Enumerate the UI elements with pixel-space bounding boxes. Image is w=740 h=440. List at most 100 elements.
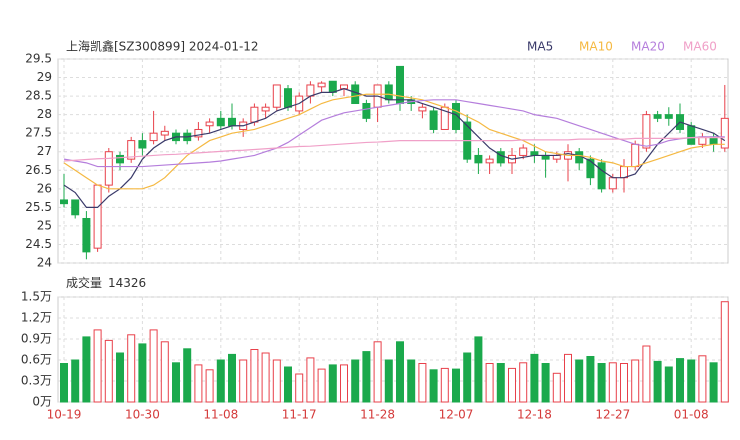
volume-bar: [93, 329, 102, 403]
candle-body: [149, 132, 158, 142]
y-tick-label: 28: [37, 107, 52, 121]
candle-body: [216, 117, 225, 127]
volume-bar: [440, 367, 449, 403]
volume-bar: [82, 336, 91, 403]
volume-bar: [474, 336, 483, 403]
candle-body: [93, 184, 102, 249]
legend-label: MA5: [527, 40, 553, 54]
chart-title: 上海凯鑫[SZ300899] 2024-01-12: [66, 39, 259, 54]
ma-line: [63, 137, 725, 162]
candle-body: [474, 154, 483, 164]
candle-body: [82, 217, 91, 253]
volume-bar: [71, 359, 80, 403]
volume-bar: [653, 360, 662, 403]
volume-bar: [127, 334, 136, 403]
candle-body: [687, 125, 696, 145]
y-tick-label: 26.5: [25, 163, 52, 177]
x-tick-label: 12-27: [595, 408, 630, 422]
candle-body: [485, 158, 494, 164]
candle-body: [608, 177, 617, 190]
candle-body: [586, 158, 595, 179]
volume-bar: [116, 352, 124, 403]
volume-bar: [373, 341, 382, 403]
candle-body: [228, 117, 236, 127]
volume-bar: [620, 363, 628, 403]
candle-body: [418, 106, 427, 112]
x-tick-label: 11-28: [360, 408, 395, 422]
volume-bar: [642, 345, 651, 403]
candle-body: [138, 140, 147, 149]
volume-bar: [183, 348, 192, 403]
volume-bar: [418, 363, 427, 403]
legend-label: MA20: [631, 40, 665, 54]
candle-body: [317, 82, 326, 88]
y-tick-label: 25: [37, 218, 52, 232]
volume-bar: [608, 362, 617, 403]
x-tick-label: 11-08: [203, 408, 238, 422]
volume-bar: [552, 372, 561, 403]
candle-body: [429, 110, 438, 130]
volume-bar: [664, 366, 673, 403]
candle-body: [519, 147, 528, 156]
volume-bar: [306, 357, 315, 403]
volume-bar: [541, 363, 550, 403]
candle-body: [384, 84, 393, 101]
y-tick-label: 0.9万: [21, 332, 52, 346]
candle-body: [306, 84, 315, 97]
volume-bar: [597, 363, 606, 403]
y-tick-label: 0万: [32, 395, 52, 409]
y-tick-label: 27.5: [25, 126, 52, 140]
candle-body: [160, 130, 169, 136]
x-tick-label: 01-08: [674, 408, 709, 422]
ma-line: [63, 99, 725, 168]
y-tick-label: 29.5: [25, 52, 52, 66]
candle-body: [362, 103, 371, 119]
price-frame: [57, 58, 729, 264]
volume-bar: [687, 359, 696, 403]
y-tick-label: 0.6万: [21, 353, 52, 367]
volume-bar: [586, 356, 595, 403]
candle-body: [250, 106, 259, 123]
y-tick-label: 0.3万: [21, 374, 52, 388]
candle-body: [328, 80, 337, 93]
volume-bar: [138, 343, 147, 403]
volume-bar: [508, 367, 516, 403]
y-tick-label: 25.5: [25, 200, 52, 214]
x-tick-label: 12-18: [517, 408, 552, 422]
candle-body: [597, 162, 606, 190]
y-tick-label: 27: [37, 144, 52, 158]
legend-label: MA60: [683, 40, 717, 54]
y-tick-label: 1.5万: [21, 290, 52, 304]
volume-bar: [239, 359, 248, 403]
volume-bar: [676, 358, 684, 403]
candle-body: [351, 84, 360, 105]
volume-bar: [720, 301, 729, 403]
volume-bar: [519, 362, 528, 403]
ma-line: [63, 88, 726, 208]
volume-bar: [463, 352, 472, 403]
volume-bar: [295, 373, 304, 403]
candle-body: [496, 151, 505, 164]
volume-bar: [362, 351, 371, 403]
candle-body: [631, 143, 640, 168]
volume-bar: [575, 359, 584, 403]
volume-bar: [250, 349, 259, 403]
y-tick-label: 28.5: [25, 89, 52, 103]
volume-bar: [564, 353, 572, 403]
candle-body: [620, 166, 628, 179]
volume-bar: [452, 368, 460, 403]
volume-title-text: 成交量: [66, 275, 102, 290]
volume-bar: [272, 359, 281, 403]
candle-body: [664, 114, 673, 119]
candle-body: [272, 84, 281, 108]
volume-bar: [709, 362, 718, 403]
volume-bar: [698, 355, 707, 403]
y-tick-label: 24.5: [25, 237, 52, 251]
ma-line: [63, 93, 725, 190]
candle-body: [396, 65, 404, 105]
volume-bar: [407, 359, 416, 403]
candle-body: [127, 140, 136, 160]
candle-body: [60, 199, 68, 205]
candle-body: [642, 114, 651, 149]
